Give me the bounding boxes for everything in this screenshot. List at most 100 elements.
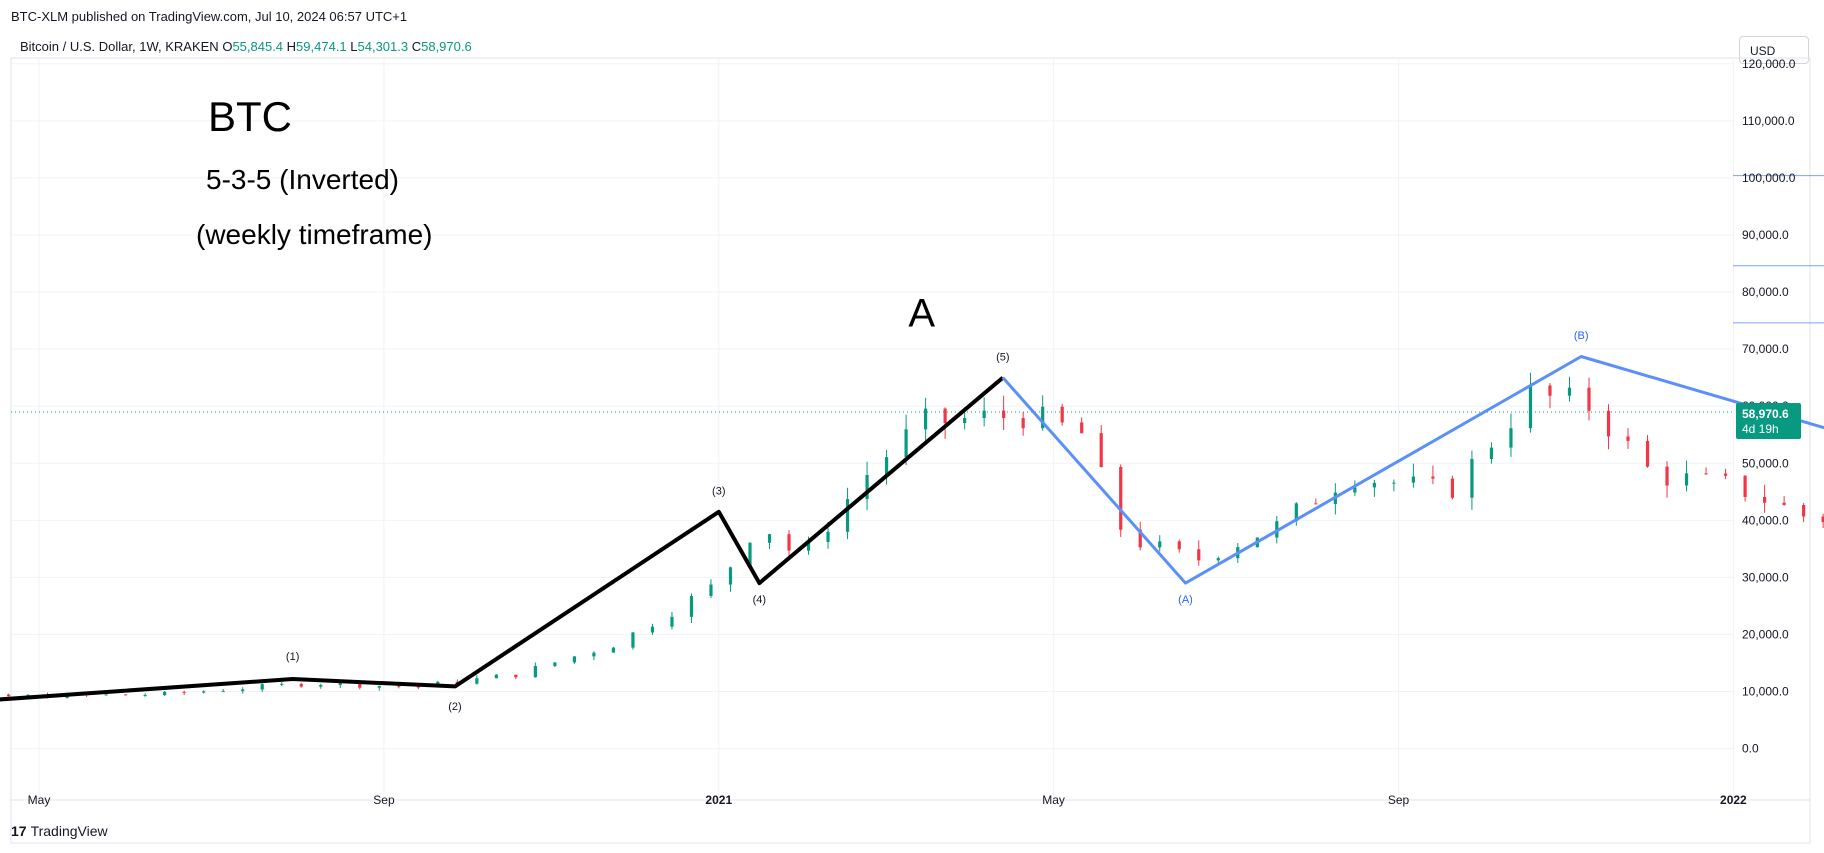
candles (6, 372, 1824, 699)
chart-title: BTC (208, 93, 292, 140)
candle-body (1763, 496, 1767, 503)
candle-body (1548, 385, 1552, 396)
candle-body (6, 694, 11, 697)
candle-body (1353, 487, 1357, 493)
wave-label: (2) (448, 701, 461, 713)
wave-label: (B) (1574, 330, 1589, 342)
candle-body (1684, 473, 1689, 486)
target-zones (11, 175, 1824, 413)
price-tag-countdown: 4d 19h (1742, 422, 1779, 436)
x-tick-label: May (1042, 793, 1065, 807)
published-by-line: BTC-XLM published on TradingView.com, Ju… (11, 9, 408, 24)
candle-body (475, 678, 479, 684)
candle-body (1314, 503, 1318, 505)
wave-label: (4) (753, 594, 766, 606)
y-tick-label: 30,000.0 (1742, 570, 1789, 584)
y-tick-label: 110,000.0 (1742, 114, 1795, 128)
candle-body (182, 691, 186, 693)
y-tick-label: 70,000.0 (1742, 342, 1789, 356)
candle-body (1782, 502, 1786, 505)
candle-body (1372, 482, 1376, 488)
candle-body (1158, 541, 1162, 548)
candle-body (1450, 478, 1455, 498)
candle-body (689, 596, 694, 617)
y-tick-label: 20,000.0 (1742, 627, 1789, 641)
y-tick-label: 100,000.0 (1742, 171, 1796, 185)
tradingview-footer[interactable]: 17 TradingView (11, 823, 108, 839)
candle-body (553, 662, 557, 666)
ohlc-l-label: L (346, 39, 358, 54)
candle-body (1489, 447, 1494, 460)
symbol-name: Bitcoin / U.S. Dollar, 1W, KRAKEN (20, 39, 219, 54)
candle-body (767, 534, 772, 543)
y-tick-label: 80,000.0 (1742, 285, 1789, 299)
wave-label: A (908, 291, 935, 335)
chart-subtitle: 5-3-5 (Inverted) (206, 164, 399, 195)
candle-body (1743, 475, 1747, 497)
x-tick-label: Sep (1388, 793, 1410, 807)
candle-body (299, 683, 303, 687)
candle-body (1509, 428, 1513, 448)
candle-body (143, 695, 147, 697)
candle-body (1606, 410, 1611, 437)
price-tag-box (1736, 403, 1801, 440)
y-tick-label: 0.0 (1742, 742, 1759, 756)
candle-body (650, 626, 655, 633)
candle-body (377, 685, 381, 688)
x-tick-label: 2022 (1720, 793, 1747, 807)
candle-body (982, 410, 986, 419)
candle-body (533, 665, 537, 678)
candle-body (358, 682, 362, 688)
candle-body (924, 408, 928, 430)
wave-lines (0, 355, 1824, 702)
candle-body (1665, 466, 1669, 486)
candle-body (1080, 422, 1084, 434)
candle-body (241, 689, 245, 692)
candle-body (280, 683, 284, 685)
candle-body (221, 691, 225, 693)
y-tick-label: 90,000.0 (1742, 228, 1789, 242)
candle-body (1723, 473, 1728, 476)
candle-body (1138, 529, 1142, 548)
candle-body (1411, 476, 1415, 483)
candle-body (1021, 418, 1025, 429)
chart-subtitle-2: (weekly timeframe) (196, 219, 432, 250)
candle-body (1060, 406, 1064, 423)
candle-body (1802, 504, 1806, 517)
candle-body (1294, 503, 1298, 522)
y-tick-label: 40,000.0 (1742, 513, 1789, 527)
candle-body (202, 691, 206, 693)
candle-body (1626, 436, 1630, 441)
candle-body (416, 686, 420, 688)
candle-body (1002, 410, 1006, 419)
symbol-legend: Bitcoin / U.S. Dollar, 1W, KRAKEN O55,84… (20, 39, 472, 54)
ohlc-h-value: 59,474.1 (296, 39, 347, 54)
candle-body (338, 682, 342, 685)
candle-body (845, 499, 850, 532)
candle-body (1645, 440, 1650, 467)
candle-body (1119, 466, 1123, 530)
candle-body (709, 584, 713, 597)
candle-body (124, 694, 128, 696)
candle-body (826, 531, 830, 542)
candle-body (1567, 387, 1572, 396)
candle-body (670, 616, 674, 627)
chart-titles: BTC 5-3-5 (Inverted) (weekly timeframe) (196, 93, 432, 250)
ohlc-l-value: 54,301.3 (357, 39, 409, 54)
tradingview-logo-icon: 17 (11, 823, 27, 839)
candle-body (494, 674, 498, 679)
ohlc-values: O55,845.4 H59,474.1 L54,301.3 C58,970.6 (222, 39, 471, 54)
ohlc-o-label: O (222, 39, 233, 54)
ohlc-c-label: C (408, 39, 422, 54)
candle-body (904, 429, 908, 458)
candle-body (319, 684, 323, 687)
y-tick-label: 10,000.0 (1742, 685, 1789, 699)
candle-body (806, 541, 811, 551)
wave-label: (A) (1178, 594, 1193, 606)
wave-labels: ABC12345(1)(2)(3)(4)(5)(A)(B)(C)(1)(2)(3… (286, 291, 1589, 713)
wave-label: (1) (286, 651, 299, 663)
candle-body (1431, 476, 1435, 479)
currency-button[interactable]: USD (1739, 36, 1809, 64)
x-tick-label: 2021 (705, 793, 732, 807)
